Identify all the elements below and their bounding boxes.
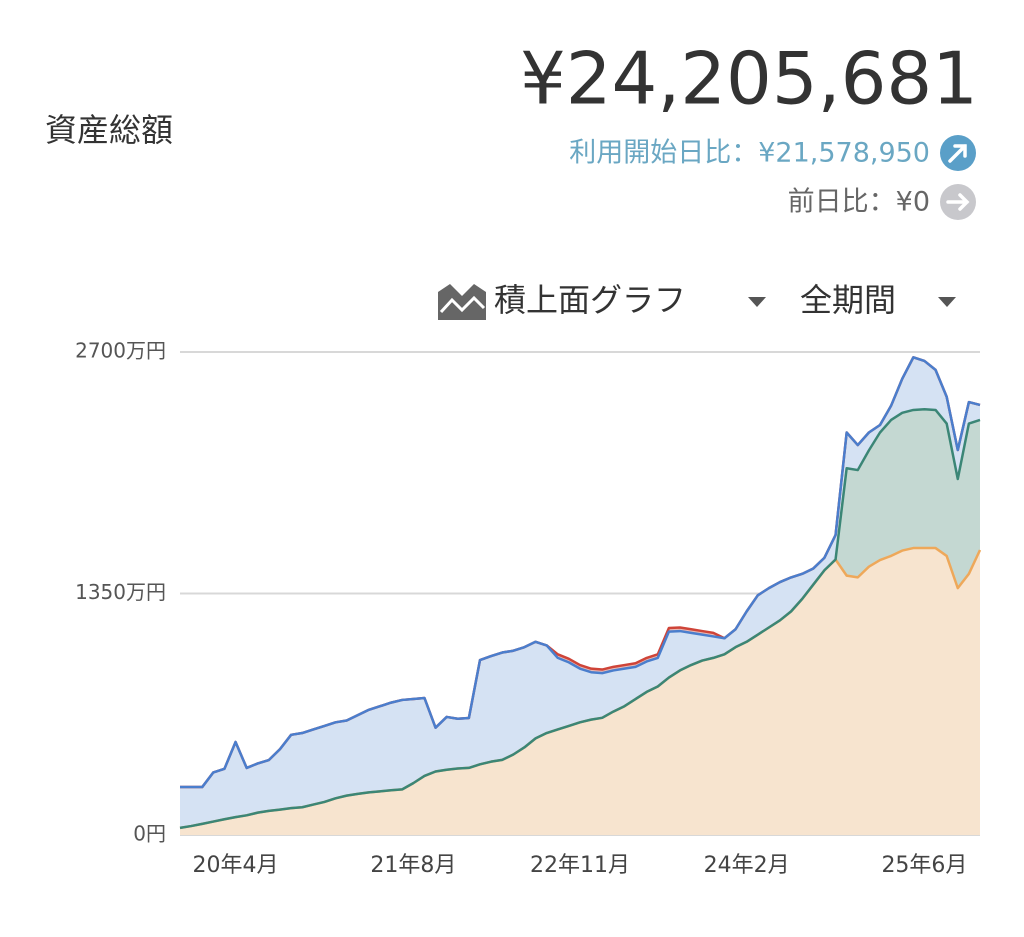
period-selector[interactable]: 全期間 [800, 281, 956, 319]
day-change-icon[interactable] [940, 184, 976, 220]
series-line [179, 407, 981, 830]
x-tick-label: 24年2月 [704, 853, 790, 878]
total-assets-label: 資産総額 [45, 111, 173, 149]
chart: 0円 1350万円 2700万円 20年4月 21年8月 22年11月 24年2月 25年6月 [75, 339, 982, 878]
since-start-change: 利用開始日比：¥21,578,950 [569, 138, 930, 169]
x-tick-label: 22年11月 [530, 853, 630, 878]
chart-type-label: 積上面グラフ [494, 281, 686, 319]
total-assets-value: ¥24,205,681 [520, 37, 978, 121]
series-line [180, 356, 981, 789]
period-label: 全期間 [800, 281, 896, 319]
x-tick-label: 20年4月 [193, 853, 279, 878]
day-change: 前日比：¥0 [788, 187, 930, 218]
x-tick-label: 21年8月 [370, 853, 456, 878]
area-fill [180, 409, 980, 828]
y-tick-label: 1350万円 [75, 580, 166, 604]
y-tick-label: 0円 [133, 822, 166, 846]
area-fill [180, 357, 980, 828]
chart-type-selector[interactable]: 積上面グラフ [438, 281, 766, 320]
y-tick-label: 2700万円 [75, 339, 166, 363]
area-fill [180, 548, 980, 835]
since-start-icon[interactable] [940, 135, 976, 171]
x-tick-label: 25年6月 [881, 853, 967, 878]
